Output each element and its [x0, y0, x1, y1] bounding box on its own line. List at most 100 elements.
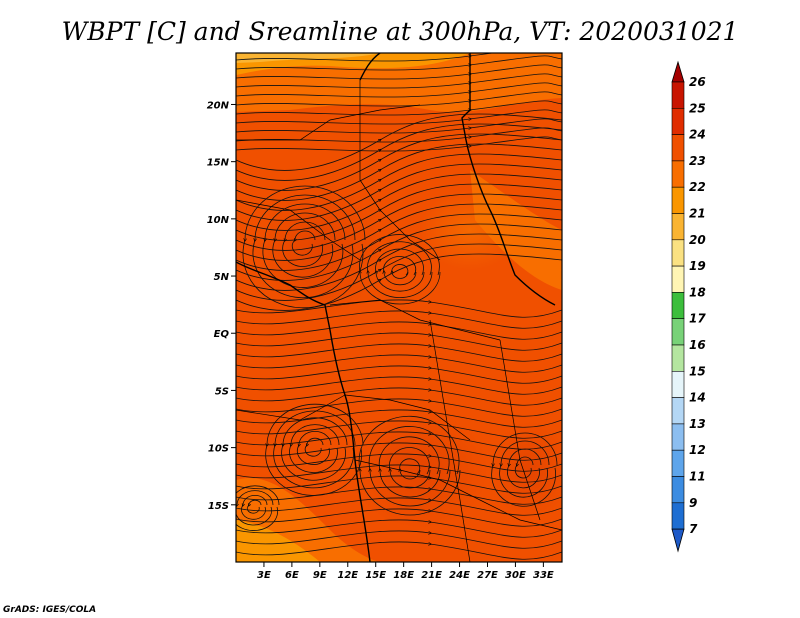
- streamline: [359, 415, 461, 516]
- streamline: [236, 508, 562, 527]
- streamline: [400, 458, 421, 480]
- streamline: [379, 436, 441, 498]
- lon-tick-label: 12E: [337, 570, 358, 581]
- lon-tick-label: 15E: [365, 570, 386, 581]
- streamline: [236, 118, 562, 134]
- colorbar-label: 15: [689, 364, 706, 378]
- lon-tick-label: 30E: [505, 570, 526, 581]
- streamline: [236, 113, 562, 171]
- streamline: [236, 420, 562, 439]
- streamline: [236, 143, 562, 201]
- lat-tick-label: 15N: [207, 158, 230, 169]
- streamline: [236, 409, 562, 428]
- streamline: [236, 343, 562, 362]
- colorbar-label: 24: [689, 128, 706, 142]
- colorbar-swatch: [671, 397, 685, 425]
- lat-tick-label: 20N: [207, 100, 230, 111]
- coastlines: [236, 53, 556, 562]
- colorbar-label: 25: [689, 101, 706, 115]
- streamline: [236, 453, 562, 472]
- colorbar-label: 14: [689, 391, 706, 405]
- streamline: [236, 109, 562, 125]
- colorbar-label: 11: [689, 470, 706, 484]
- country-borders: [236, 80, 562, 562]
- streamline: [289, 424, 340, 473]
- streamline: [236, 64, 562, 80]
- map-area: [236, 53, 562, 562]
- colorbar-label: 13: [689, 417, 706, 431]
- colorbar-label: 20: [689, 233, 706, 247]
- colorbar-swatch: [671, 186, 685, 214]
- streamline: [236, 486, 562, 505]
- colorbar-swatch: [671, 108, 685, 135]
- streamline: [507, 448, 542, 489]
- colorbar-swatch: [671, 449, 685, 477]
- streamline: [272, 212, 336, 278]
- streamline: [236, 203, 562, 261]
- streamline: [236, 490, 274, 526]
- lat-tick-label: 5S: [215, 386, 229, 397]
- lon-tick-label: 33E: [533, 570, 554, 581]
- streamlines: [236, 53, 562, 560]
- streamline: [236, 485, 280, 531]
- colorbar-label: 19: [689, 259, 706, 273]
- streamline: [236, 127, 562, 143]
- lat-tick-label: 15S: [208, 501, 229, 512]
- colorbar-bottom-arrow: [671, 528, 685, 553]
- colorbar-swatch: [671, 502, 685, 530]
- streamline: [369, 426, 451, 507]
- latitude-axis: 20N 15N 10N 5N EQ 5S 10S 15S: [207, 100, 236, 512]
- colorbar-swatch: [671, 292, 685, 319]
- streamline: [236, 299, 562, 318]
- streamline: [265, 403, 364, 496]
- colorbar-swatch: [671, 213, 685, 241]
- streamline: [262, 203, 346, 288]
- lat-tick-label: EQ: [214, 329, 230, 340]
- streamline: [236, 173, 562, 231]
- colorbar-label: 12: [689, 443, 706, 457]
- colorbar: 26 25 24 23 22 21 20 19 18 17 16 15 14 13 12 11 9 7: [671, 60, 706, 553]
- colorbar-swatch: [671, 423, 685, 451]
- streamline: [236, 53, 496, 62]
- streamline: [236, 475, 562, 494]
- streamline: [236, 354, 562, 373]
- lon-tick-label: 27E: [477, 570, 498, 581]
- streamline: [236, 541, 562, 560]
- longitude-axis: 3E 6E 9E 12E 15E 18E 21E 24E 27E 30E 33E: [257, 562, 554, 581]
- field-band-northwest-edge: [236, 53, 380, 63]
- colorbar-label: 16: [689, 338, 706, 352]
- streamline: [252, 194, 356, 299]
- lon-tick-label: 3E: [257, 570, 271, 581]
- chart-title: WBPT [C] and Sreamline at 300hPa, VT: 20…: [62, 17, 739, 46]
- streamline: [242, 185, 366, 309]
- streamline: [236, 321, 562, 340]
- streamline: [291, 230, 316, 256]
- streamline: [236, 442, 562, 461]
- streamline: [246, 499, 262, 514]
- streamline: [236, 387, 562, 406]
- streamline: [491, 432, 558, 507]
- colorbar-swatch: [671, 318, 685, 346]
- lon-tick-label: 9E: [313, 570, 327, 581]
- lat-tick-label: 5N: [214, 272, 230, 283]
- streamline: [273, 410, 356, 489]
- streamline: [392, 264, 409, 279]
- streamline: [389, 447, 431, 489]
- colorbar-label: 26: [689, 75, 706, 89]
- streamline: [236, 91, 562, 107]
- colorbar-swatch: [671, 134, 685, 162]
- colorbar-label: 18: [689, 285, 706, 299]
- field-cool-patch: [420, 190, 520, 270]
- field-warm-core-east: [490, 420, 562, 520]
- streamline: [236, 398, 562, 417]
- streamline: [297, 431, 332, 465]
- streamline: [282, 221, 326, 267]
- streamline: [241, 495, 268, 520]
- lat-tick-label: 10S: [208, 444, 229, 455]
- streamline: [236, 136, 562, 152]
- streamline: [499, 440, 550, 498]
- streamline: [236, 376, 562, 395]
- colorbar-label: 7: [689, 522, 698, 536]
- streamline: [281, 417, 348, 481]
